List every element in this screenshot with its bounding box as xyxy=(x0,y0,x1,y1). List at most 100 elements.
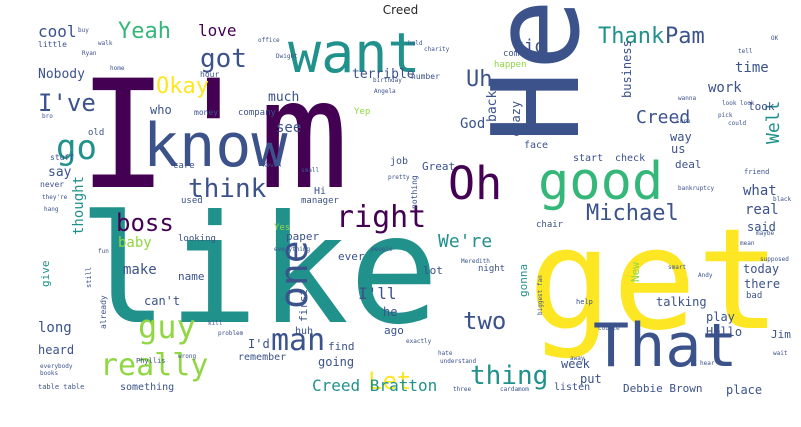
word: Jim xyxy=(771,328,791,341)
word: know xyxy=(143,111,288,181)
word: books xyxy=(40,370,59,377)
word: thing xyxy=(470,361,549,391)
word: cardamom xyxy=(500,386,529,393)
word: want xyxy=(288,21,421,85)
word: make xyxy=(123,262,157,278)
word: place xyxy=(726,383,763,397)
word: I'll xyxy=(358,284,397,303)
word: time xyxy=(735,60,769,76)
word: everything xyxy=(274,246,311,253)
word: stuff xyxy=(50,153,75,162)
word: still xyxy=(85,266,93,288)
word: office xyxy=(258,37,280,44)
word: charity xyxy=(424,46,450,53)
word: manager xyxy=(301,196,339,206)
word: bro xyxy=(42,113,53,120)
word: We're xyxy=(438,231,493,252)
word: boss xyxy=(116,209,174,237)
word: Yep xyxy=(354,107,371,117)
word: they're xyxy=(42,194,68,201)
word: Kevin xyxy=(263,162,282,169)
word: away xyxy=(570,355,585,362)
word: get xyxy=(528,199,781,362)
word: couple xyxy=(598,325,620,332)
word: love xyxy=(198,21,237,40)
word: Hello xyxy=(706,325,743,339)
word: bad xyxy=(746,291,763,301)
word: cool xyxy=(38,22,77,41)
word: birthday xyxy=(373,77,402,84)
word: look look xyxy=(722,100,755,107)
word: right xyxy=(336,200,427,235)
word: paper xyxy=(286,230,320,243)
word: kid xyxy=(513,36,546,57)
word: biggest fan xyxy=(537,275,544,315)
word: never xyxy=(40,180,65,189)
word: job xyxy=(390,156,409,167)
word: what xyxy=(743,183,777,199)
word: wha xyxy=(508,81,523,90)
word: care xyxy=(173,161,195,171)
word: friend xyxy=(744,168,770,176)
word: smart xyxy=(668,264,687,271)
word: table table xyxy=(38,383,85,391)
word: three xyxy=(453,386,472,393)
word: much xyxy=(268,90,300,105)
word: think xyxy=(188,174,267,204)
word: maybe xyxy=(756,230,775,237)
word: way xyxy=(670,130,692,144)
word: listen xyxy=(554,382,591,393)
word: Creed xyxy=(636,107,691,128)
word: walk xyxy=(98,40,113,47)
word: talking xyxy=(656,295,707,309)
chart-title: Creed xyxy=(382,3,419,17)
word: mean xyxy=(740,240,755,247)
word: hear xyxy=(700,360,715,367)
word: gonna xyxy=(517,263,530,297)
word: long xyxy=(38,320,72,336)
word: come xyxy=(503,49,525,59)
word: ever xyxy=(338,250,365,263)
word: Great xyxy=(422,160,456,173)
word: Okay xyxy=(156,74,209,99)
word: Oh xyxy=(448,157,503,210)
word: work xyxy=(708,80,742,96)
word: name xyxy=(178,270,205,283)
word: That xyxy=(593,311,738,381)
word: Phyllis xyxy=(136,357,166,365)
word: Debbie Brown xyxy=(623,382,703,395)
word: kill xyxy=(208,320,223,327)
word: crazy xyxy=(509,100,523,137)
word: say xyxy=(48,165,72,180)
word: bankruptcy xyxy=(678,185,715,192)
word: I've xyxy=(38,89,96,117)
word: guy xyxy=(138,308,196,346)
word: give xyxy=(39,260,52,288)
word: terrible xyxy=(352,67,415,82)
word: can't xyxy=(144,294,181,308)
word: lot xyxy=(423,264,443,277)
word: Michael xyxy=(586,201,679,226)
word: New xyxy=(629,262,642,282)
word: back xyxy=(485,90,500,122)
word: there xyxy=(744,277,781,291)
word: pick xyxy=(718,112,733,119)
word: number xyxy=(411,72,440,81)
word: man xyxy=(271,323,326,358)
word: got xyxy=(200,44,247,74)
word: huh xyxy=(295,326,314,337)
word: Angela xyxy=(374,88,396,95)
word: said xyxy=(747,220,776,234)
word: wanna xyxy=(678,95,697,102)
word: first xyxy=(297,288,310,322)
word: thought xyxy=(71,175,87,235)
word: nothing xyxy=(410,175,419,209)
word: black xyxy=(773,196,792,203)
word: small xyxy=(301,167,320,174)
word: two xyxy=(463,307,507,335)
word-cloud: I'm Hey like get want know good Oh That … xyxy=(38,0,791,396)
word: good xyxy=(538,152,664,212)
word: Andy xyxy=(698,272,713,279)
word: Meredith xyxy=(461,258,490,265)
